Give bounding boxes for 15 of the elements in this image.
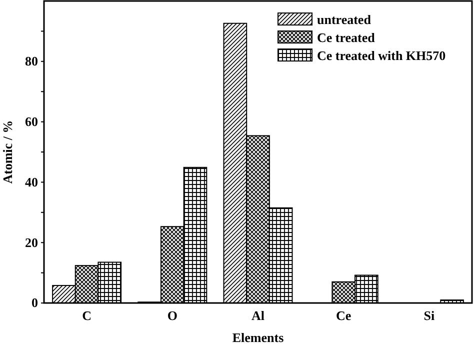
y-tick-label: 80 xyxy=(25,54,38,69)
x-tick-label: O xyxy=(167,308,178,324)
legend-label: Ce treated xyxy=(317,30,376,45)
x-tick-label: Ce xyxy=(336,308,352,324)
legend-label: untreated xyxy=(317,12,372,27)
y-tick-label: 60 xyxy=(25,114,38,129)
y-tick-label: 0 xyxy=(32,295,38,310)
x-tick-label: Al xyxy=(252,308,265,324)
x-tick-label: Si xyxy=(424,308,436,324)
x-tick-label: C xyxy=(82,308,92,324)
x-axis-title: Elements xyxy=(232,330,284,345)
y-tick-label: 40 xyxy=(25,174,38,190)
y-axis-title: Atomic / % xyxy=(0,120,15,184)
legend-label: Ce treated with KH570 xyxy=(317,48,446,63)
y-tick-label: 20 xyxy=(25,234,38,250)
